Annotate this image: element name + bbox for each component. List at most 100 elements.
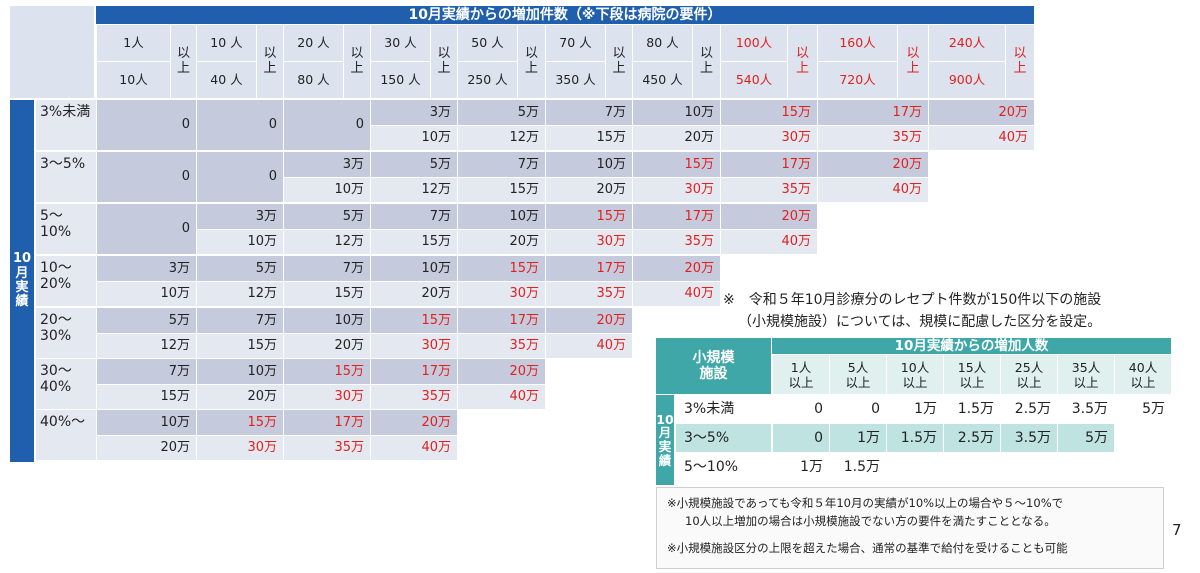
value-cell-top: 20万: [721, 204, 817, 229]
small-column-header-line: 15人: [957, 359, 987, 375]
value-cell-bottom: 15万: [546, 126, 632, 150]
small-corner-line: 小規模: [692, 349, 735, 366]
value-cell-top: 15万: [197, 410, 283, 435]
value-cell-bottom: 40万: [633, 282, 720, 306]
suffix-char: 上: [612, 60, 626, 76]
value-cell-bottom: 15万: [458, 178, 545, 202]
row-label: 5～10%: [36, 204, 96, 254]
value-cell-bottom: 35万: [371, 385, 457, 409]
value-cell-bottom: 35万: [721, 178, 817, 202]
value-cell-bottom: 35万: [633, 230, 720, 254]
value-cell-top: 7万: [97, 359, 196, 384]
value-cell-top: 3万: [284, 152, 370, 177]
column-header-suffix: 以上: [518, 25, 545, 98]
small-table-title: 10月実績からの増加人数: [772, 338, 1171, 354]
small-column-header: 1人 以上: [773, 355, 829, 394]
row-label: 3～5%: [36, 152, 96, 202]
value-cell-bottom: 30万: [458, 282, 545, 306]
value-cell-top: 7万: [371, 204, 457, 229]
small-column-header-line: 1人: [790, 359, 812, 375]
value-cell-top: 17万: [284, 410, 370, 435]
row-group-char: 実: [15, 280, 29, 295]
zero-cell: 0: [197, 100, 283, 150]
value-cell-bottom: 35万: [458, 334, 545, 358]
small-row-label: 5～10%: [676, 453, 771, 481]
value-cell-top: 5万: [458, 100, 545, 125]
column-header-top: 80 人: [633, 25, 692, 61]
value-cell-top: 15万: [458, 256, 545, 281]
value-cell-bottom: 35万: [818, 126, 928, 150]
value-cell-top: 17万: [371, 359, 457, 384]
column-header-bottom: 720人: [818, 62, 897, 98]
small-column-header: 40人 以上: [1115, 355, 1171, 394]
value-cell-top: 3万: [97, 256, 196, 281]
small-column-header-line: 40人: [1128, 359, 1158, 375]
row-group-label: 10 月実績: [10, 100, 34, 462]
small-column-header-line: 以上: [902, 374, 928, 390]
zero-cell: 0: [197, 152, 283, 202]
value-cell-bottom: 30万: [371, 334, 457, 358]
value-cell-bottom: 30万: [284, 385, 370, 409]
footnote-1: ※小規模施設であっても令和５年10月の実績が10%以上の場合や５～10%で: [667, 496, 1064, 510]
footnote-2: ※小規模施設区分の上限を超えた場合、通常の基準で給付を受けることも可能: [667, 540, 1068, 555]
small-column-header: 25人 以上: [1001, 355, 1057, 394]
column-header-bottom: 540人: [721, 62, 787, 98]
note-line-2: （小規模施設）については、規模に配慮した区分を設定。: [738, 314, 1102, 330]
zero-cell: 0: [97, 204, 196, 254]
column-header-top: 50 人: [458, 25, 517, 61]
small-value-cell: 3.5万: [1058, 395, 1114, 423]
value-cell-top: 20万: [458, 359, 545, 384]
small-row-label: 3～5%: [676, 424, 771, 452]
value-cell-top: 5万: [197, 256, 283, 281]
value-cell-bottom: 15万: [371, 230, 457, 254]
value-cell-top: 10万: [546, 152, 632, 177]
value-cell-bottom: 35万: [546, 282, 632, 306]
value-cell-bottom: 12万: [284, 230, 370, 254]
small-column-header-line: 以上: [845, 374, 871, 390]
value-cell-bottom: 15万: [97, 385, 196, 409]
value-cell-bottom: 40万: [818, 178, 928, 202]
suffix-char: 以: [263, 45, 277, 61]
column-header-suffix: 以上: [344, 25, 370, 98]
value-cell-top: 3万: [371, 100, 457, 125]
small-value-cell: 1.5万: [830, 453, 886, 481]
small-column-header-line: 以上: [1130, 374, 1156, 390]
value-cell-bottom: 15万: [284, 282, 370, 306]
value-cell-top: 20万: [371, 410, 457, 435]
column-header-suffix: 以上: [606, 25, 632, 98]
small-value-cell: 0: [830, 395, 886, 423]
value-cell-top: 17万: [721, 152, 817, 177]
column-header-top: 240人: [929, 25, 1005, 61]
small-value-cell: 3.5万: [1001, 424, 1057, 452]
value-cell-bottom: 40万: [546, 334, 632, 358]
column-header-bottom: 80 人: [284, 62, 343, 98]
value-cell-bottom: 20万: [371, 282, 457, 306]
value-cell-bottom: 40万: [929, 126, 1034, 150]
small-value-cell: 2.5万: [1001, 395, 1057, 423]
row-label: 3%未満: [36, 100, 96, 150]
value-cell-top: 7万: [546, 100, 632, 125]
small-column-header-line: 35人: [1071, 359, 1101, 375]
suffix-char: 上: [263, 60, 277, 76]
column-header-top: 1人: [97, 25, 170, 61]
suffix-char: 上: [176, 60, 190, 76]
small-column-header-line: 以上: [959, 374, 985, 390]
value-cell-top: 10万: [371, 256, 457, 281]
value-cell-bottom: 30万: [197, 436, 283, 460]
row-group-char: 月: [15, 265, 29, 281]
value-cell-bottom: 40万: [458, 385, 545, 409]
value-cell-top: 20万: [633, 256, 720, 281]
column-header-top: 70 人: [546, 25, 605, 61]
row-label: 20～30%: [36, 308, 96, 358]
value-cell-bottom: 20万: [458, 230, 545, 254]
column-header-top: 10 人: [197, 25, 256, 61]
value-cell-bottom: 40万: [371, 436, 457, 460]
suffix-char: 以: [524, 45, 538, 61]
column-header-top: 160人: [818, 25, 897, 61]
column-header-bottom: 40 人: [197, 62, 256, 98]
small-corner-line: 施設: [699, 366, 728, 382]
small-column-header: 35人 以上: [1058, 355, 1114, 394]
small-row-label: 3%未満: [676, 395, 771, 423]
small-row-group-char: 10: [656, 411, 674, 427]
value-cell-top: 17万: [818, 100, 928, 125]
